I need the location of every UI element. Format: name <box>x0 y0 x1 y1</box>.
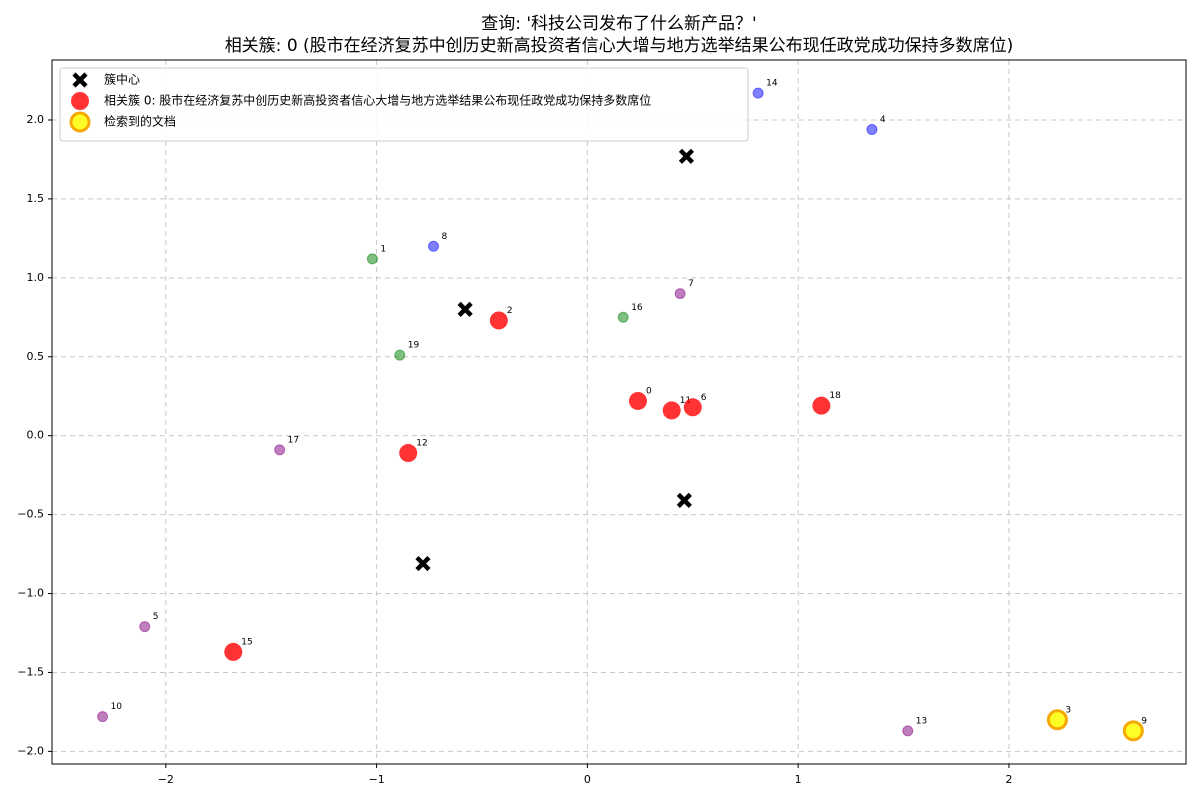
point <box>683 398 702 417</box>
legend-marker <box>72 72 88 88</box>
point-label: 2 <box>507 306 513 316</box>
point-label: 0 <box>646 386 652 396</box>
point <box>812 396 831 415</box>
y-tick-label: 2.0 <box>27 113 45 126</box>
legend-label: 相关簇 0: 股市在经济复苏中创历史新高投资者信心大增与地方选举结果公布现任政党… <box>104 93 651 108</box>
legend-label: 簇中心 <box>104 72 140 87</box>
point <box>224 642 243 661</box>
point <box>489 311 508 330</box>
point-label: 10 <box>111 702 123 712</box>
x-tick-label: −2 <box>158 773 174 786</box>
chart-title: 查询: '科技公司发布了什么新产品？' <box>481 14 756 34</box>
point-label: 17 <box>288 435 299 445</box>
point <box>1046 709 1068 731</box>
y-tick-label: 1.5 <box>27 192 45 205</box>
point-label: 3 <box>1065 705 1071 715</box>
legend-box <box>59 67 749 142</box>
y-tick-label: 0.5 <box>27 350 45 363</box>
cluster-center <box>415 555 431 572</box>
point-label: 8 <box>442 232 448 242</box>
chart-subtitle: 相关簇: 0 (股市在经济复苏中创历史新高投资者信心大增与地方选举结果公布现任政… <box>225 36 1014 56</box>
y-tick-label: −1.5 <box>17 665 44 678</box>
point-label: 4 <box>880 115 886 125</box>
legend-label: 检索到的文档 <box>104 114 176 129</box>
point-label: 19 <box>408 341 420 351</box>
point <box>866 123 878 135</box>
point-label: 5 <box>153 612 159 622</box>
point <box>366 253 378 265</box>
point-label: 18 <box>829 391 841 401</box>
point-label: 16 <box>631 303 643 313</box>
y-tick-label: 0.0 <box>27 429 45 442</box>
point-label: 11 <box>680 396 691 406</box>
x-tick-label: 1 <box>795 773 802 786</box>
cluster-center <box>457 301 473 317</box>
point <box>394 349 406 361</box>
point <box>97 711 109 723</box>
point <box>628 391 647 410</box>
point <box>674 288 686 300</box>
y-tick-label: −1.0 <box>17 587 44 600</box>
point <box>428 240 440 252</box>
point-label: 13 <box>916 716 927 726</box>
point <box>902 725 914 737</box>
cluster-center <box>678 148 695 164</box>
x-tick-label: 2 <box>1005 773 1012 786</box>
x-tick-label: −1 <box>368 773 384 786</box>
point <box>1122 720 1144 742</box>
point <box>399 444 418 463</box>
point-label: 15 <box>241 637 252 647</box>
point-label: 6 <box>701 393 707 403</box>
point <box>139 621 151 633</box>
point <box>752 87 764 99</box>
point-label: 7 <box>688 279 694 289</box>
point-label: 12 <box>416 439 427 449</box>
point-label: 9 <box>1141 716 1147 726</box>
point-label: 14 <box>766 79 778 89</box>
cluster-center <box>676 492 692 508</box>
point <box>662 401 681 420</box>
point-label: 1 <box>380 244 386 254</box>
x-tick-label: 0 <box>584 773 591 786</box>
y-tick-label: −0.5 <box>17 508 44 521</box>
plot-frame <box>51 59 1187 765</box>
point <box>274 444 286 456</box>
point <box>617 311 629 323</box>
legend-marker <box>71 92 89 110</box>
grid: −2 −1 0 1 2−2.0−1.5−1.0−0.50.00.51.01.52.0 <box>17 60 1186 786</box>
y-tick-label: 1.0 <box>27 271 45 284</box>
legend-marker <box>69 111 91 133</box>
y-tick-label: −2.0 <box>17 744 44 757</box>
